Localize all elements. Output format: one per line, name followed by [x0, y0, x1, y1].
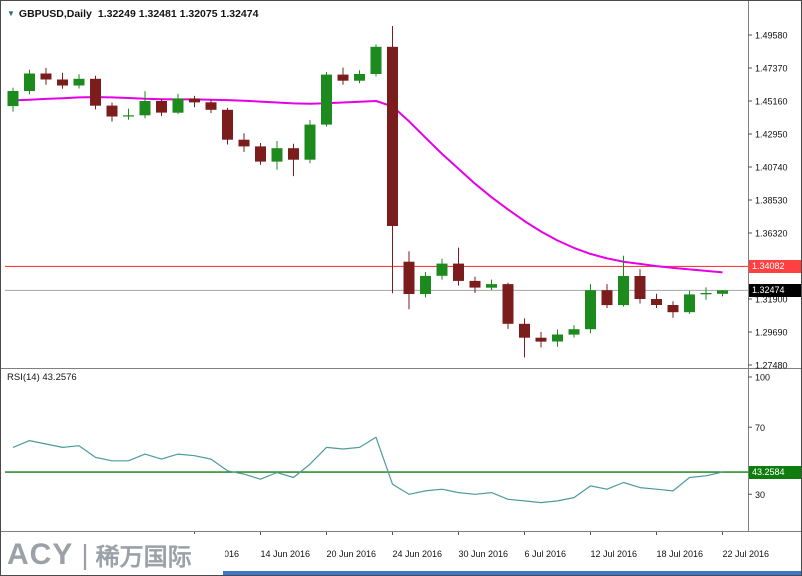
rsi-axis-label: 30 — [755, 490, 765, 500]
candle-body — [601, 290, 613, 306]
candle-body — [189, 98, 200, 103]
candle-body — [535, 337, 547, 342]
candle-body — [337, 74, 349, 81]
time-axis-label: 18 Jul 2016 — [657, 549, 704, 559]
rsi-axis-label: 100 — [755, 373, 770, 383]
candle-body — [568, 329, 580, 335]
rsi-indicator-label: RSI(14) 43.2576 — [7, 372, 77, 383]
ma-line — [12, 96, 723, 274]
candle-body — [205, 102, 217, 110]
price-axis-label: 1.38530 — [755, 196, 788, 206]
candle-body — [585, 290, 596, 330]
candle-body — [700, 293, 712, 295]
bottom-window-edge — [223, 571, 801, 575]
candle-body — [90, 78, 101, 106]
candle-body — [40, 73, 52, 80]
time-axis-label: 24 Jun 2016 — [393, 549, 443, 559]
candle-body — [469, 280, 481, 288]
price-axis-label: 1.29690 — [755, 328, 788, 338]
price-axis-label: 1.31900 — [755, 295, 788, 305]
candle-body — [552, 334, 563, 342]
candle-body — [684, 294, 695, 313]
candle-body — [139, 101, 151, 116]
candle-body — [717, 290, 728, 294]
symbol-dropdown-icon[interactable]: ▼ — [7, 9, 15, 18]
candle-body — [667, 305, 679, 313]
time-axis-label: 14 Jun 2016 — [261, 549, 311, 559]
time-axis-label: 6 Jul 2016 — [525, 549, 567, 559]
candle-body — [24, 73, 35, 91]
logo-divider: | — [81, 538, 89, 570]
candle-body — [156, 101, 167, 113]
candle-body — [370, 46, 382, 74]
candle-body — [453, 263, 464, 281]
candle-body — [288, 148, 299, 160]
rsi-level-label[interactable]: 43.2584 — [749, 465, 801, 479]
candle-body — [420, 275, 431, 294]
candle-body — [618, 276, 629, 306]
candle-body — [651, 299, 662, 305]
price-axis-label: 1.49580 — [755, 31, 788, 41]
candle-body — [271, 148, 283, 162]
candle-body — [172, 98, 184, 113]
time-axis-label: 12 Jul 2016 — [591, 549, 638, 559]
candle-body — [436, 263, 448, 276]
candle-body — [255, 146, 266, 162]
candle-body — [502, 284, 514, 324]
candle-body — [222, 109, 233, 140]
candle-body — [486, 284, 497, 288]
chart-symbol-period: GBPUSD,Daily — [18, 8, 92, 20]
price-axis-label: 1.45160 — [755, 97, 788, 107]
candles-layer — [7, 26, 728, 358]
price-axis-label: 1.40740 — [755, 163, 788, 173]
candle-body — [321, 74, 332, 125]
price-axis-label: 1.36320 — [755, 229, 788, 239]
time-axis-label: 22 Jul 2016 — [723, 549, 770, 559]
candle-body — [387, 46, 398, 226]
logo-chinese-text: 稀万国际 — [95, 544, 192, 571]
candle-body — [634, 276, 646, 299]
price-axis-label: 1.42950 — [755, 130, 788, 140]
candle-body — [238, 139, 250, 147]
time-axis-label: 30 Jun 2016 — [459, 549, 509, 559]
candle-body — [304, 124, 316, 160]
candle-body — [73, 78, 85, 86]
candle-body — [106, 105, 118, 117]
broker-logo: ACY | 稀万国际 — [1, 534, 225, 575]
candle-body — [7, 91, 19, 107]
chart-title: ▼ GBPUSD,Daily 1.32249 1.32481 1.32075 1… — [7, 8, 258, 20]
price-axis-label: 1.47370 — [755, 64, 788, 74]
rsi-line — [12, 436, 723, 504]
logo-acy-text: ACY — [7, 537, 74, 571]
chart-ohlc-values: 1.32249 1.32481 1.32075 1.32474 — [97, 8, 259, 20]
price-axis-label: 1.27480 — [755, 361, 788, 371]
time-axis-label: 20 Jun 2016 — [327, 549, 377, 559]
red-level-label[interactable]: 1.34082 — [749, 259, 801, 273]
candle-body — [403, 261, 415, 294]
rsi-axis-label: 70 — [755, 423, 765, 433]
candle-body — [123, 115, 134, 117]
candle-body — [354, 74, 365, 81]
candle-body — [519, 323, 530, 338]
candle-body — [57, 79, 68, 86]
current-price-label: 1.32474 — [749, 283, 801, 297]
